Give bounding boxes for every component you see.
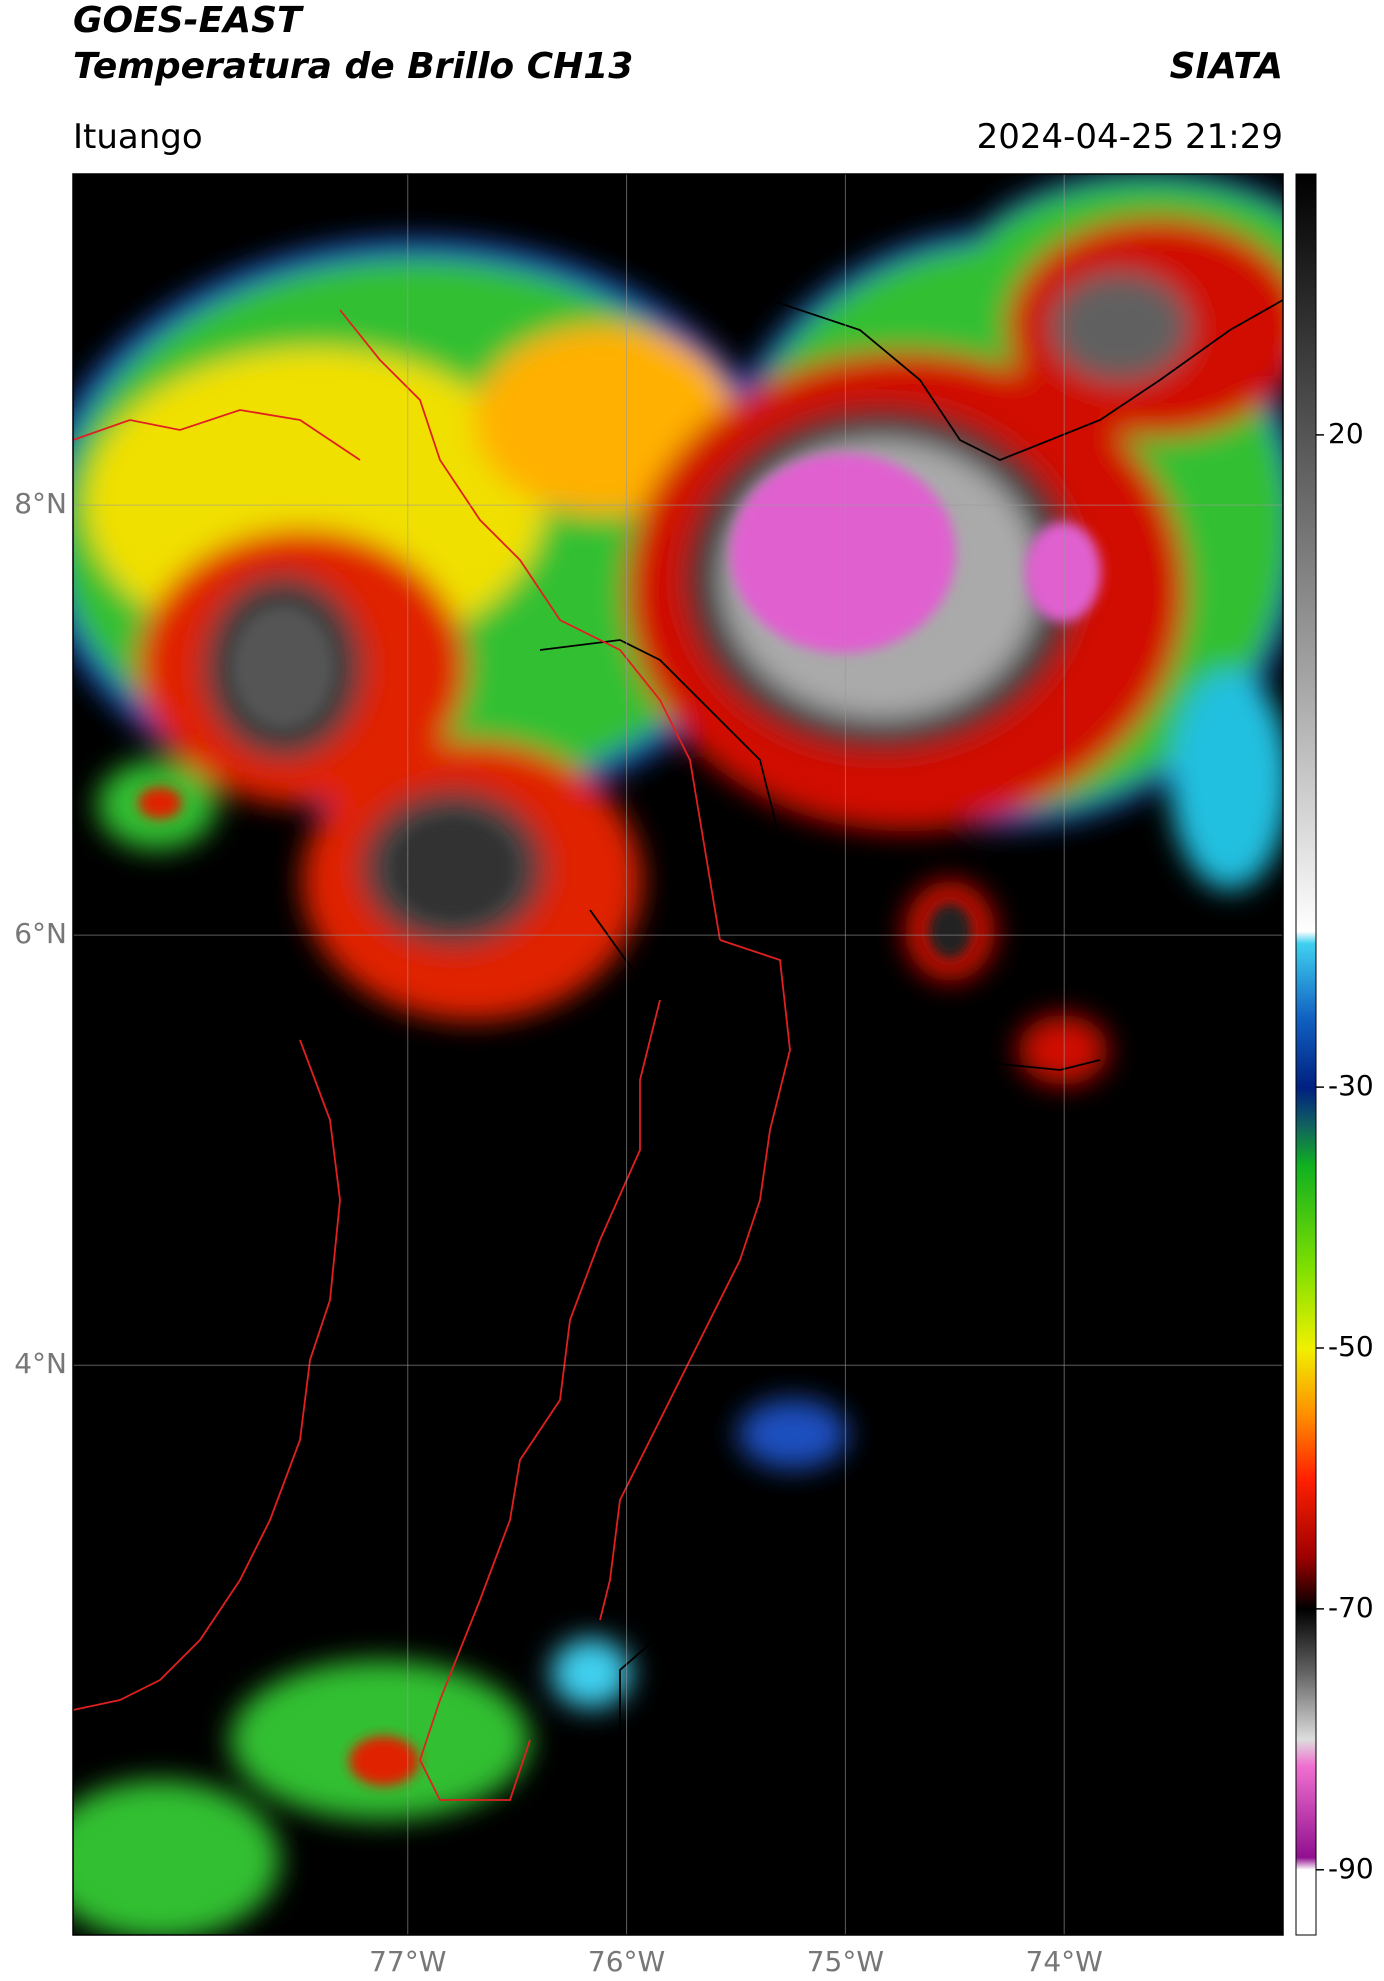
title: GOES-EAST — [73, 0, 304, 41]
lon-tick-label: 76°W — [588, 1945, 665, 1978]
colorbar-tick-label: 20 — [1328, 417, 1364, 450]
lat-tick-label: 8°N — [14, 487, 67, 520]
lon-tick-label: 75°W — [807, 1945, 884, 1978]
colorbar-tick-label: -50 — [1328, 1330, 1374, 1363]
colorbar-tick-label: -30 — [1328, 1069, 1374, 1102]
colorbar-tick-label: -90 — [1328, 1852, 1374, 1885]
lat-tick-label: 6°N — [14, 917, 67, 950]
lon-tick-label: 74°W — [1026, 1945, 1103, 1978]
location: Ituango — [73, 117, 203, 157]
colorbar — [1295, 173, 1317, 1936]
map-frame — [72, 173, 1284, 1936]
subtitle: Temperatura de Brillo CH13 — [73, 46, 633, 87]
lon-tick-label: 77°W — [369, 1945, 446, 1978]
axes: 77°W 76°W 75°W 74°W 8°N 6°N 4°N 20 -30 -50 -70 -90 — [14, 417, 1374, 1978]
grid — [73, 174, 1283, 1935]
colorbar-tick-label: -70 — [1328, 1591, 1374, 1624]
satellite-image — [73, 174, 1283, 1935]
datetime: 2024-04-25 21:29 — [977, 117, 1283, 157]
source: SIATA — [1170, 46, 1283, 87]
lat-tick-label: 4°N — [14, 1347, 67, 1380]
